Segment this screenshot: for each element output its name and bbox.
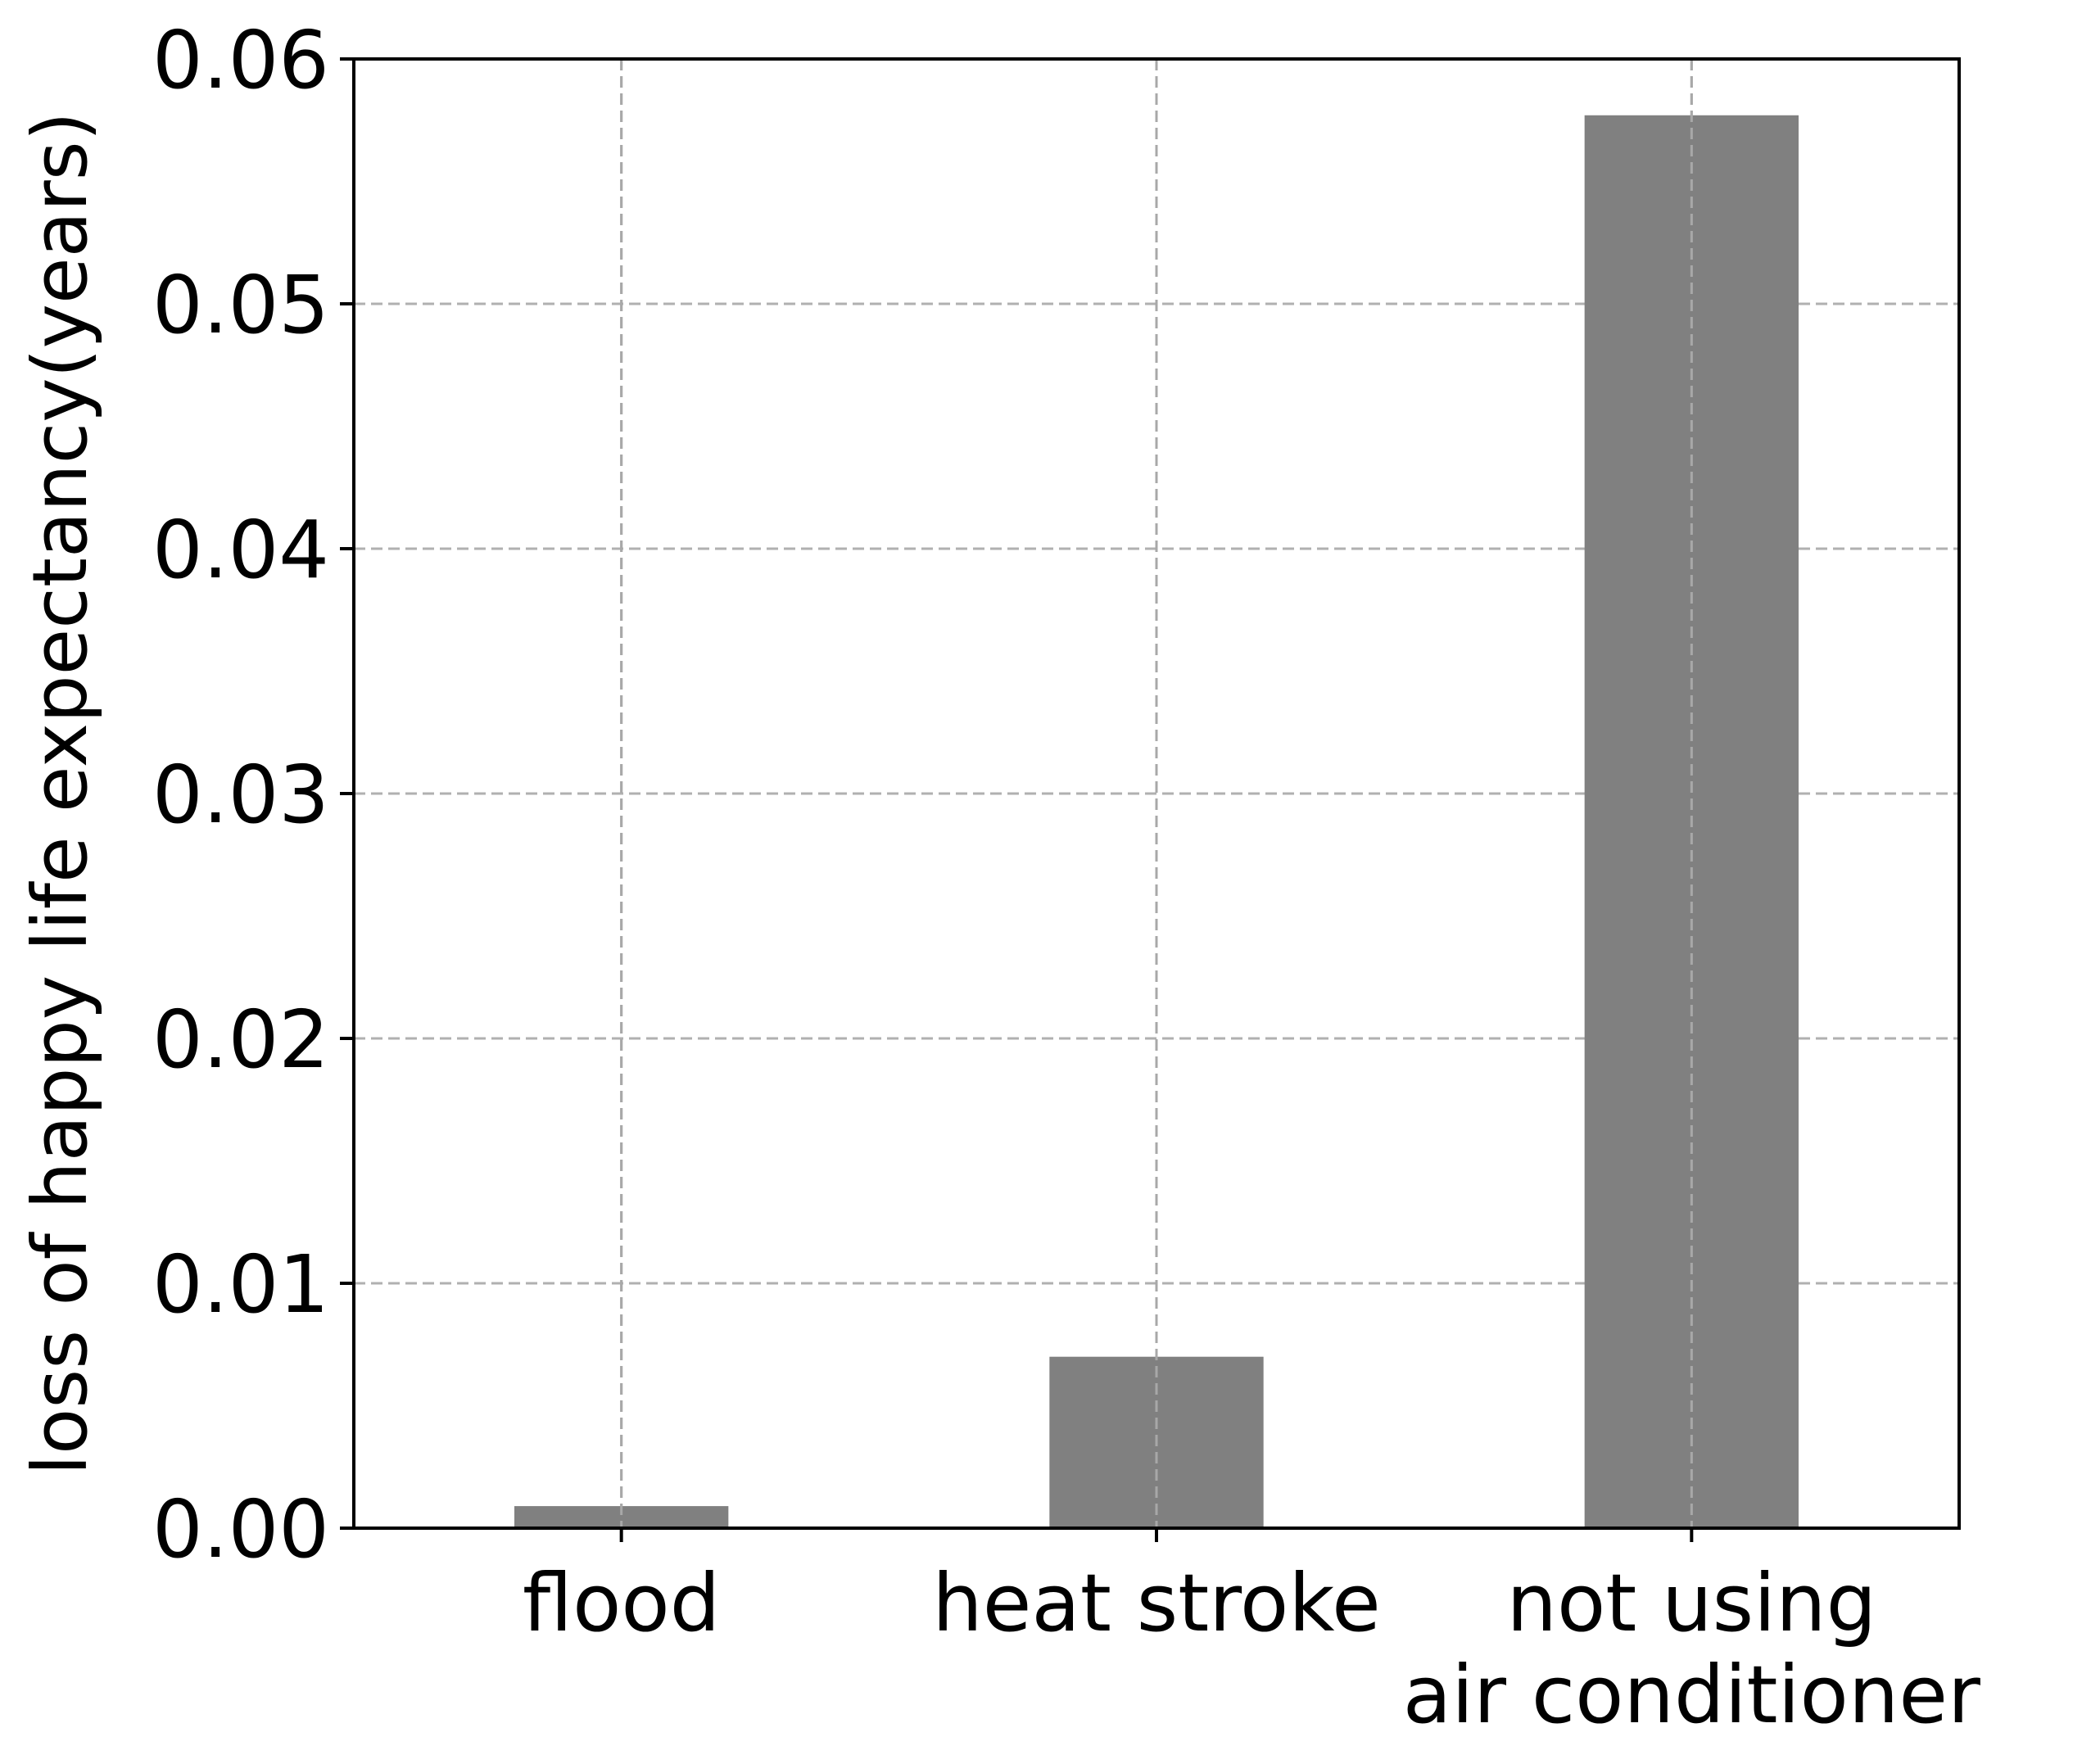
- x-tick-label: heat stroke: [932, 1557, 1381, 1649]
- y-tick-label: 0.04: [152, 504, 329, 596]
- y-axis-label: loss of happy life expectancy(years): [16, 111, 104, 1475]
- y-tick-label: 0.02: [152, 993, 329, 1086]
- x-tick-label: flood: [523, 1557, 720, 1649]
- y-tick-label: 0.01: [152, 1238, 329, 1331]
- x-tick-label: air conditioner: [1403, 1649, 1980, 1741]
- y-tick-label: 0.03: [152, 749, 329, 841]
- y-tick-label: 0.06: [152, 14, 329, 106]
- axis-ticks: 0.00 0.01 0.02 0.03 0.04 0.05 0.06 flood heat st…: [152, 14, 1980, 1741]
- x-tick-label: not using: [1506, 1557, 1876, 1649]
- bars: [514, 59, 1799, 1528]
- y-tick-label: 0.05: [152, 259, 329, 351]
- y-tick-label: 0.00: [152, 1483, 329, 1576]
